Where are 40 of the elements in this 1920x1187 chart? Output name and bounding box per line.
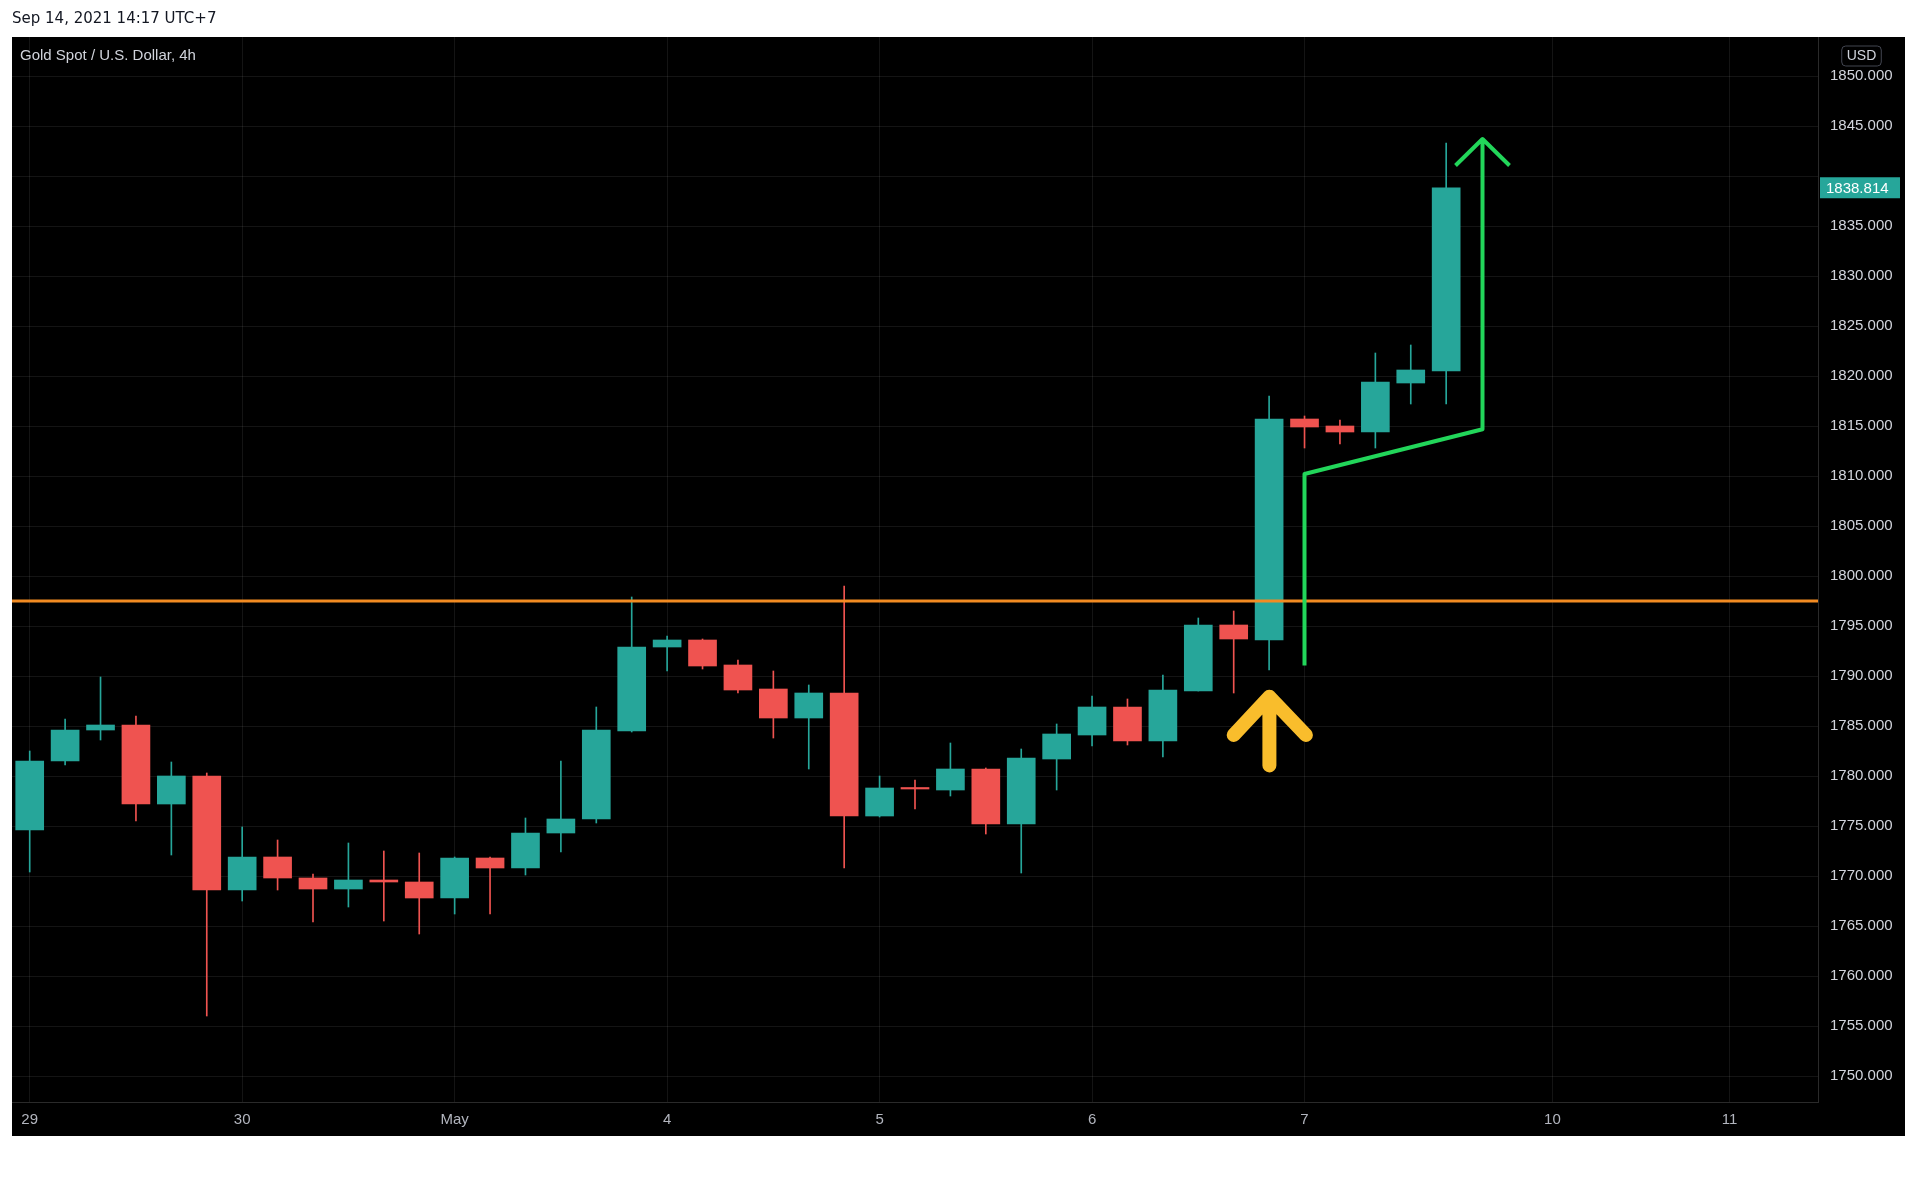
y-tick-label: 1835.000 bbox=[1830, 216, 1893, 234]
y-tick-label: 1805.000 bbox=[1830, 516, 1893, 534]
y-tick-label: 1810.000 bbox=[1830, 466, 1893, 484]
x-tick-label: 29 bbox=[21, 1110, 39, 1128]
candlestick bbox=[546, 760, 576, 853]
candlestick bbox=[475, 856, 505, 915]
y-axis-title: USD bbox=[1846, 47, 1877, 64]
candlestick bbox=[900, 779, 930, 810]
y-tick-label: 1850.000 bbox=[1830, 66, 1893, 84]
y-tick-label: 1780.000 bbox=[1830, 766, 1893, 784]
y-tick-label: 1825.000 bbox=[1830, 316, 1893, 334]
x-tick-label: 4 bbox=[662, 1110, 672, 1128]
candlestick bbox=[1219, 610, 1249, 694]
y-tick-label: 1765.000 bbox=[1830, 916, 1893, 934]
y-tick-label: 1815.000 bbox=[1830, 416, 1893, 434]
y-tick-label: 1750.000 bbox=[1830, 1066, 1893, 1084]
y-tick-label: 1760.000 bbox=[1830, 966, 1893, 984]
text: Gold Spot / U.S. Dollar, 4h bbox=[20, 46, 196, 64]
y-tick-label: 1845.000 bbox=[1830, 116, 1893, 134]
text: 1838.814 bbox=[1826, 178, 1889, 196]
text: Sep 14, 2021 14:17 UTC+7 bbox=[12, 9, 217, 27]
y-tick-label: 1785.000 bbox=[1830, 716, 1893, 734]
y-tick-label: 1795.000 bbox=[1830, 616, 1893, 634]
y-tick-label: 1770.000 bbox=[1830, 866, 1893, 884]
y-tick-label: 1755.000 bbox=[1830, 1016, 1893, 1034]
candlestick bbox=[1396, 344, 1426, 405]
y-tick-label: 1830.000 bbox=[1830, 266, 1893, 284]
x-tick-label: 7 bbox=[1300, 1110, 1309, 1128]
x-tick-label: 10 bbox=[1544, 1110, 1561, 1128]
x-tick-label: 11 bbox=[1721, 1110, 1738, 1128]
x-tick-label: 30 bbox=[233, 1110, 251, 1128]
candlestick bbox=[404, 852, 434, 935]
y-tick-label: 1800.000 bbox=[1830, 566, 1893, 584]
y-tick-label: 1775.000 bbox=[1830, 816, 1893, 834]
x-tick-label: 5 bbox=[875, 1110, 884, 1128]
x-tick-label: 6 bbox=[1087, 1110, 1097, 1128]
candlestick bbox=[298, 873, 328, 923]
x-tick-label: May bbox=[440, 1110, 470, 1128]
y-tick-label: 1790.000 bbox=[1830, 666, 1893, 684]
y-tick-label: 1820.000 bbox=[1830, 366, 1893, 384]
